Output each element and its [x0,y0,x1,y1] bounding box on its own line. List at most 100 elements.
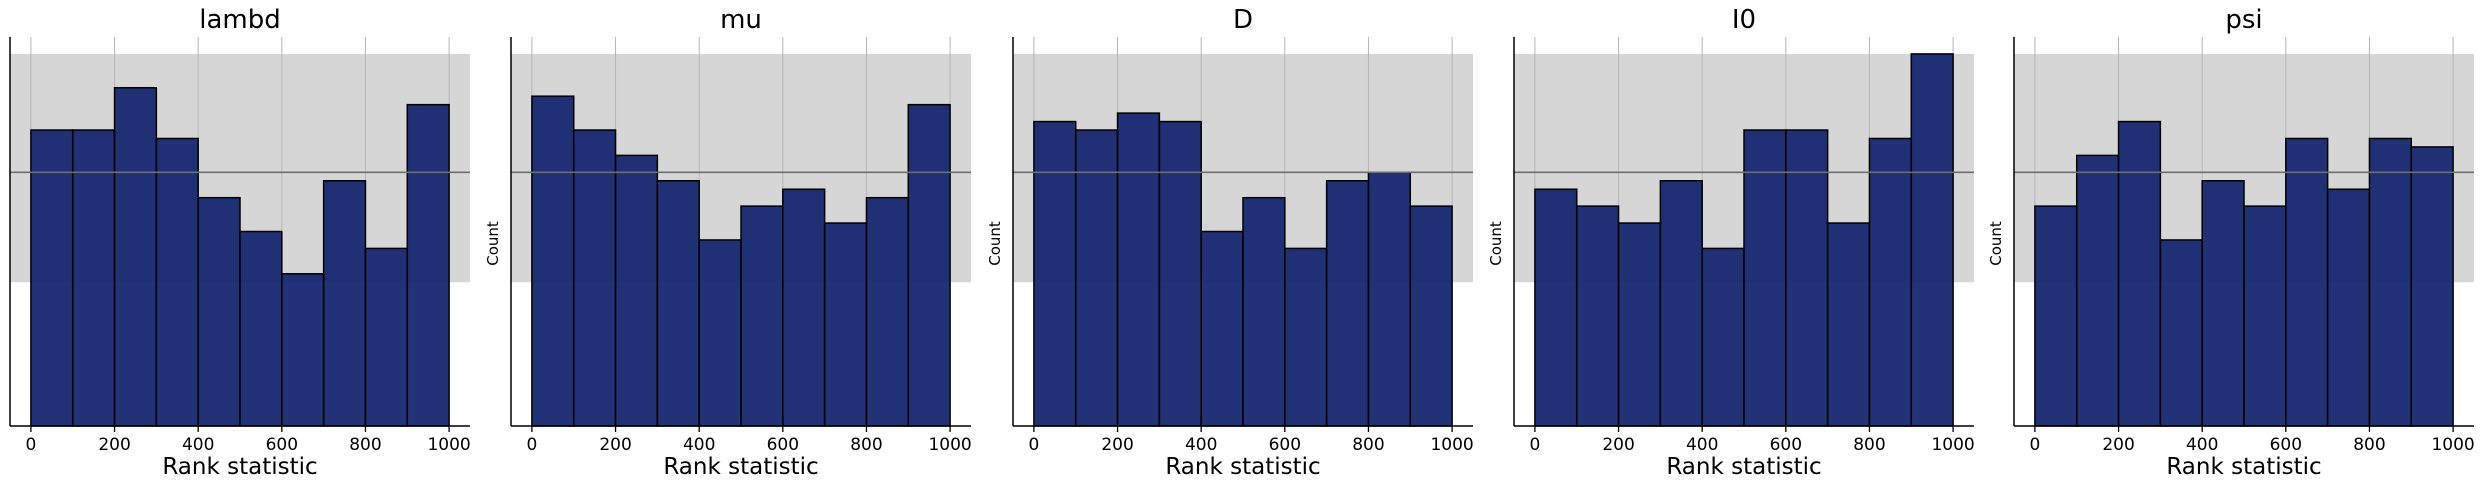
histogram-bar [2201,180,2245,427]
histogram-bar [197,196,241,427]
histogram-bar [1242,196,1286,427]
x-tick-label: 1000 [2431,435,2474,455]
histogram-bar [155,137,199,427]
histogram-bar [1743,129,1787,427]
x-tick-label: 200 [599,435,631,455]
histogram-bar [1910,53,1954,427]
panel-title: I0 [1732,5,1756,35]
x-tick-label: 1000 [1931,435,1974,455]
histogram-bar [364,247,409,427]
panel-title: D [1233,5,1253,35]
x-tick-label: 400 [1185,435,1217,455]
panel-title: psi [2225,5,2262,35]
y-axis-label: Count [986,221,1004,266]
histogram-bar [823,222,868,427]
histogram-bar [614,154,659,427]
histogram-bar [1575,205,1620,427]
x-axis-label: Rank statistic [2166,454,2321,480]
histogram-bar [406,103,450,427]
x-tick-label: 800 [1853,435,1885,455]
x-tick-label: 0 [1529,435,1540,455]
x-axis-label: Rank statistic [663,454,818,480]
histogram-bar [71,129,116,427]
histogram-bar [2410,146,2454,427]
histogram-bar [281,273,325,427]
histogram-bar [2159,239,2203,427]
panel-3: 0 200 400 600 800 1000 I0 Rank statistic Count [1487,5,1975,480]
x-tick-label: 400 [2186,435,2218,455]
panel-4: 0 200 400 600 800 1000 psi Rank statistic Count [1987,5,2475,480]
x-axis-label: Rank statistic [1165,454,1320,480]
x-tick-label: 600 [266,435,298,455]
histogram-bar [2368,137,2413,427]
x-tick-label: 1000 [427,435,470,455]
x-tick-label: 1000 [928,435,971,455]
histogram-bar [2243,205,2287,427]
x-tick-label: 0 [2029,435,2040,455]
histogram-bar [1284,247,1328,427]
histogram-bar [2034,205,2078,427]
histogram-bar [698,239,742,427]
histogram-bar [1074,129,1119,427]
histogram-bar [1659,180,1703,427]
x-tick-label: 800 [2353,435,2385,455]
x-tick-label: 400 [182,435,214,455]
histogram-bar [740,205,784,427]
panel-0: 0 200 400 600 800 1000 lambd Rank statistic [9,5,471,480]
x-tick-label: 200 [2102,435,2134,455]
x-tick-label: 800 [349,435,381,455]
histogram-bar [239,230,283,427]
x-axis-label: Rank statistic [1666,454,1821,480]
histogram-bar [1617,222,1662,427]
histogram-bar [30,129,74,427]
histogram-bar [1033,120,1077,427]
histogram-bar [865,196,910,427]
x-tick-label: 200 [1602,435,1634,455]
histogram-bar [1325,180,1370,427]
histogram-bar [2075,154,2120,427]
x-tick-label: 200 [1101,435,1133,455]
x-tick-label: 600 [1770,435,1802,455]
panel-1: 0 200 400 600 800 1000 mu Rank statistic Count [484,5,972,480]
y-axis-label: Count [1987,221,2005,266]
panel-title: mu [720,5,762,35]
histogram-bar [1409,205,1453,427]
x-tick-label: 600 [767,435,799,455]
histogram-bar [1116,112,1161,427]
histogram-bar [656,180,700,427]
histogram-bar [782,188,826,427]
histogram-bar [1367,171,1412,427]
histogram-bar [2117,120,2162,427]
x-tick-label: 400 [683,435,715,455]
panel-2: 0 200 400 600 800 1000 D Rank statistic Count [986,5,1474,480]
histogram-bar [1701,247,1745,427]
x-tick-label: 400 [1686,435,1718,455]
histogram-bar [2326,188,2371,427]
x-tick-label: 600 [1269,435,1301,455]
histogram-bar [1868,137,1913,427]
histogram-bar [322,180,367,427]
x-tick-label: 0 [25,435,36,455]
x-tick-label: 600 [2270,435,2302,455]
x-tick-label: 0 [526,435,537,455]
histogram-bar [113,86,158,427]
x-tick-label: 800 [1352,435,1384,455]
x-tick-label: 800 [850,435,882,455]
x-tick-label: 1000 [1430,435,1473,455]
y-axis-label: Count [484,221,502,266]
panel-title: lambd [199,5,281,35]
x-tick-label: 0 [1028,435,1039,455]
histogram-bar [572,129,617,427]
y-axis-label: Count [1487,221,1505,266]
histogram-bar [907,103,951,427]
x-axis-label: Rank statistic [162,454,317,480]
histogram-bar [1534,188,1578,427]
histogram-bar [1785,129,1829,427]
histogram-bar [2285,137,2329,427]
histogram-bar [1826,222,1871,427]
histogram-bar [1200,230,1244,427]
histogram-bar [1158,120,1202,427]
x-tick-label: 200 [98,435,130,455]
histogram-bar [531,95,575,427]
